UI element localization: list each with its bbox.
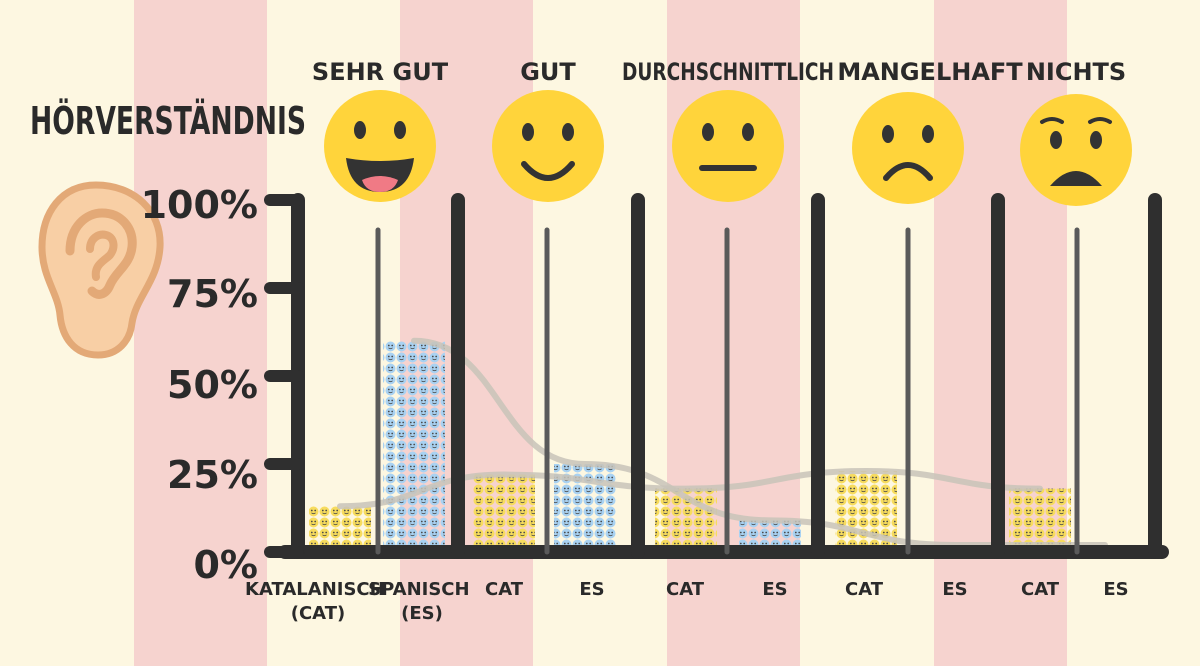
y-tick-label: 50%	[167, 363, 258, 407]
bar-catalan	[309, 506, 371, 552]
x-label-cat: CAT	[1021, 579, 1060, 600]
bar-catalan	[473, 474, 535, 552]
x-label-spanish: SPANISCH (ES)	[368, 579, 476, 624]
chart-title: Hörverständnis	[30, 99, 306, 143]
trend-line-catalan	[337, 468, 1043, 510]
x-label-catalan: KATALANISCH (CAT)	[245, 579, 391, 624]
smiling-face-icon	[492, 90, 604, 202]
x-label-cat: CAT	[845, 579, 884, 600]
x-label-catalan-line2: (CAT)	[291, 603, 345, 624]
neutral-face-icon	[672, 90, 784, 202]
frowning-face-icon	[852, 92, 964, 204]
category-title-poor: Mangelhaft	[837, 58, 1023, 86]
y-axis-tick-labels: 0% 25% 50% 75% 100%	[141, 183, 258, 587]
x-label-es: ES	[762, 579, 787, 600]
bar-spanish	[383, 340, 445, 552]
laughing-face-icon	[324, 90, 436, 202]
bars-layer	[309, 340, 1136, 552]
x-label-es: ES	[579, 579, 604, 600]
trend-line-spanish	[411, 337, 1108, 548]
y-tick-label: 25%	[167, 453, 258, 497]
category-title-good: gut	[520, 58, 576, 86]
x-label-es: ES	[942, 579, 967, 600]
y-tick-label: 75%	[167, 272, 258, 316]
x-axis-labels: KATALANISCH (CAT) SPANISCH (ES) CAT ES C…	[245, 579, 1129, 624]
y-tick-label: 100%	[141, 183, 258, 227]
x-label-spanish-line1: SPANISCH	[368, 579, 469, 600]
x-label-cat: CAT	[666, 579, 705, 600]
x-label-catalan-line1: KATALANISCH	[245, 579, 385, 600]
bar-catalan	[1009, 488, 1071, 552]
x-label-cat: CAT	[485, 579, 524, 600]
trend-lines	[337, 337, 1108, 548]
anguished-face-icon	[1020, 94, 1132, 206]
ear-icon	[38, 181, 164, 359]
x-label-spanish-line2: (ES)	[401, 603, 443, 624]
background-stripe	[400, 0, 533, 666]
axes	[264, 193, 1169, 559]
background-stripe	[134, 0, 267, 666]
category-title-none: Nichts	[1026, 58, 1126, 86]
x-label-es: ES	[1103, 579, 1128, 600]
category-title-average: Durchschnittlich	[622, 58, 834, 86]
category-title-very-good: Sehr gut	[312, 58, 449, 86]
category-titles: Sehr gut gut Durchschnittlich Mangelhaft…	[312, 58, 1126, 86]
y-tick-label: 0%	[193, 543, 258, 587]
